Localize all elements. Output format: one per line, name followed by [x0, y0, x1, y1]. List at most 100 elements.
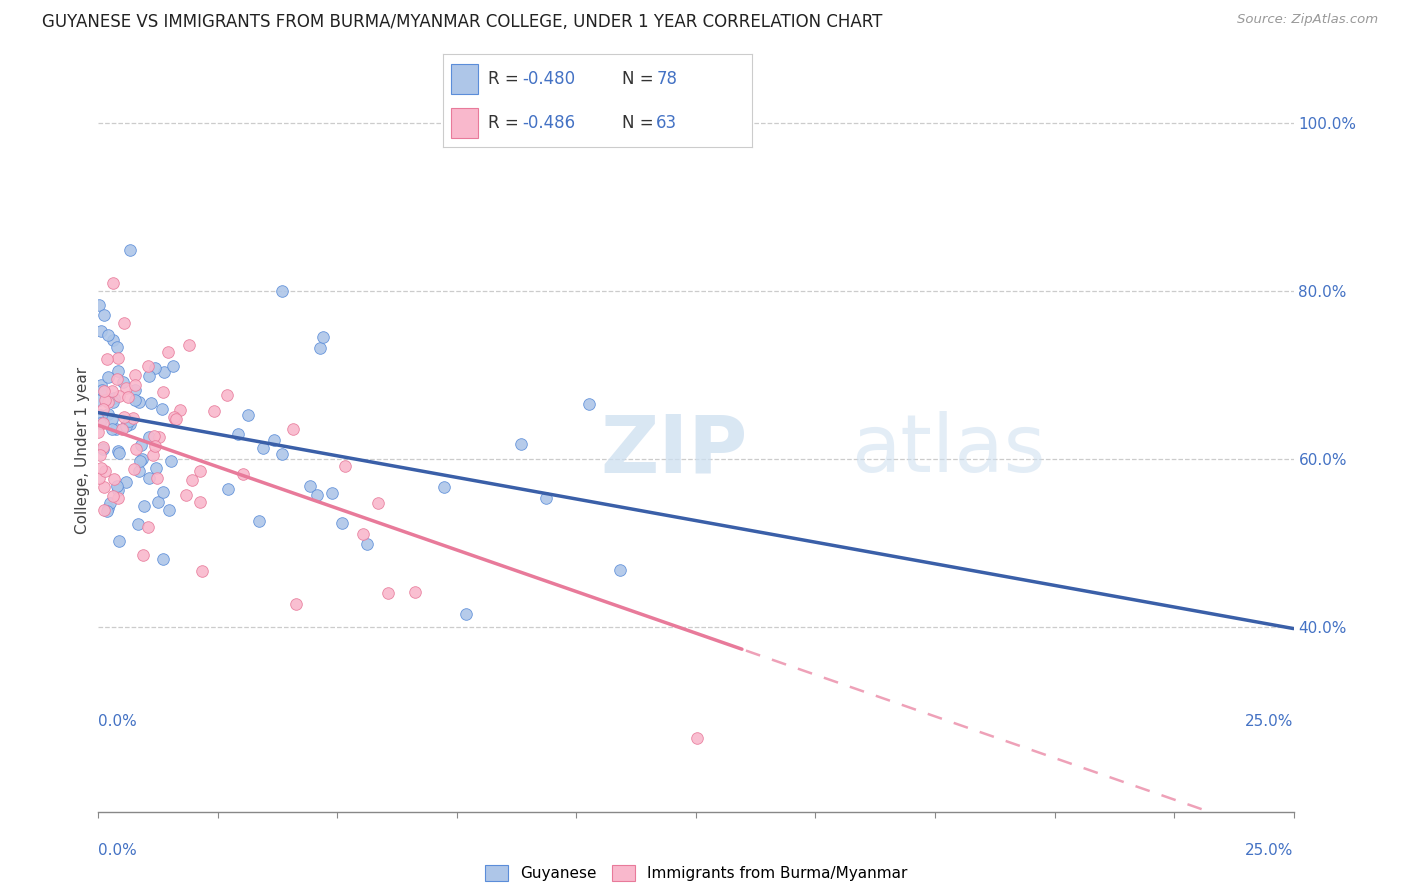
Point [152, 384, 174, 399]
Point [136, 520, 159, 534]
Point [309, 341, 332, 355]
Point [132, 548, 155, 562]
Point [122, 462, 145, 476]
Point [148, 430, 170, 444]
Point [127, 516, 149, 531]
Point [105, 372, 128, 386]
Bar [450, 108, 478, 138]
Point [93, 442, 115, 457]
Point [97, 395, 120, 409]
Point [96, 352, 118, 367]
Point [129, 453, 152, 467]
Point [115, 381, 138, 395]
Text: 0.0%: 0.0% [98, 843, 138, 858]
Point [124, 378, 146, 392]
Point [100, 496, 122, 510]
Point [118, 243, 141, 257]
Point [150, 401, 173, 416]
Text: N =: N = [623, 70, 659, 87]
Point [122, 410, 145, 425]
Point [101, 333, 124, 347]
Point [312, 329, 335, 343]
Text: GUYANESE VS IMMIGRANTS FROM BURMA/MYANMAR COLLEGE, UNDER 1 YEAR CORRELATION CHAR: GUYANESE VS IMMIGRANTS FROM BURMA/MYANMA… [42, 13, 883, 31]
Point [333, 459, 356, 474]
Point [118, 414, 141, 428]
Point [263, 433, 285, 447]
Point [271, 447, 294, 461]
Point [96, 500, 118, 515]
Point [153, 366, 176, 380]
Point [138, 369, 160, 384]
Point [101, 422, 124, 436]
Text: Source: ZipAtlas.com: Source: ZipAtlas.com [1237, 13, 1378, 27]
Point [93, 384, 115, 399]
Point [107, 351, 129, 365]
Point [157, 503, 180, 517]
Text: ZIP: ZIP [600, 411, 748, 490]
Point [103, 472, 125, 486]
Point [433, 480, 456, 494]
Point [89, 408, 111, 422]
Point [145, 461, 167, 475]
Text: -0.486: -0.486 [522, 114, 575, 132]
Point [97, 369, 120, 384]
Text: 63: 63 [657, 114, 678, 132]
Point [139, 395, 162, 409]
Point [93, 402, 115, 417]
Point [136, 359, 159, 374]
Point [103, 391, 125, 405]
Point [107, 491, 129, 506]
Text: 25.0%: 25.0% [1246, 843, 1294, 858]
Point [111, 375, 134, 389]
Point [247, 514, 270, 528]
Point [321, 486, 343, 500]
Point [146, 471, 169, 485]
Point [143, 439, 166, 453]
Point [91, 440, 114, 454]
Point [93, 480, 115, 494]
Point [352, 526, 374, 541]
Point [107, 443, 129, 458]
Point [578, 397, 600, 411]
Point [232, 467, 254, 482]
Point [162, 359, 184, 373]
Point [134, 499, 156, 513]
Point [110, 422, 132, 436]
Point [128, 394, 150, 409]
Point [124, 393, 146, 408]
Y-axis label: College, Under 1 year: College, Under 1 year [75, 367, 90, 534]
Point [97, 407, 120, 421]
Point [89, 298, 111, 312]
Point [115, 475, 138, 490]
Point [686, 731, 709, 746]
Point [217, 483, 239, 497]
Point [105, 479, 128, 493]
Point [330, 516, 353, 530]
Point [128, 464, 150, 478]
Point [101, 384, 124, 399]
Point [94, 464, 117, 478]
Point [305, 488, 328, 502]
Point [97, 328, 120, 343]
Point [152, 485, 174, 500]
Point [91, 384, 114, 398]
Text: 78: 78 [657, 70, 678, 87]
Point [118, 417, 141, 431]
Point [142, 429, 165, 443]
Point [104, 422, 127, 436]
Point [146, 495, 169, 509]
Point [138, 430, 160, 444]
Point [190, 564, 212, 578]
Text: R =: R = [488, 114, 524, 132]
Point [163, 410, 186, 425]
Point [105, 340, 128, 354]
Point [226, 426, 249, 441]
Point [124, 384, 146, 398]
Point [202, 403, 225, 417]
Legend: Guyanese, Immigrants from Burma/Myanmar: Guyanese, Immigrants from Burma/Myanmar [478, 859, 914, 888]
Point [90, 324, 112, 338]
Point [96, 504, 118, 518]
Text: 25.0%: 25.0% [1246, 714, 1294, 729]
Point [124, 368, 146, 383]
Point [404, 585, 426, 599]
